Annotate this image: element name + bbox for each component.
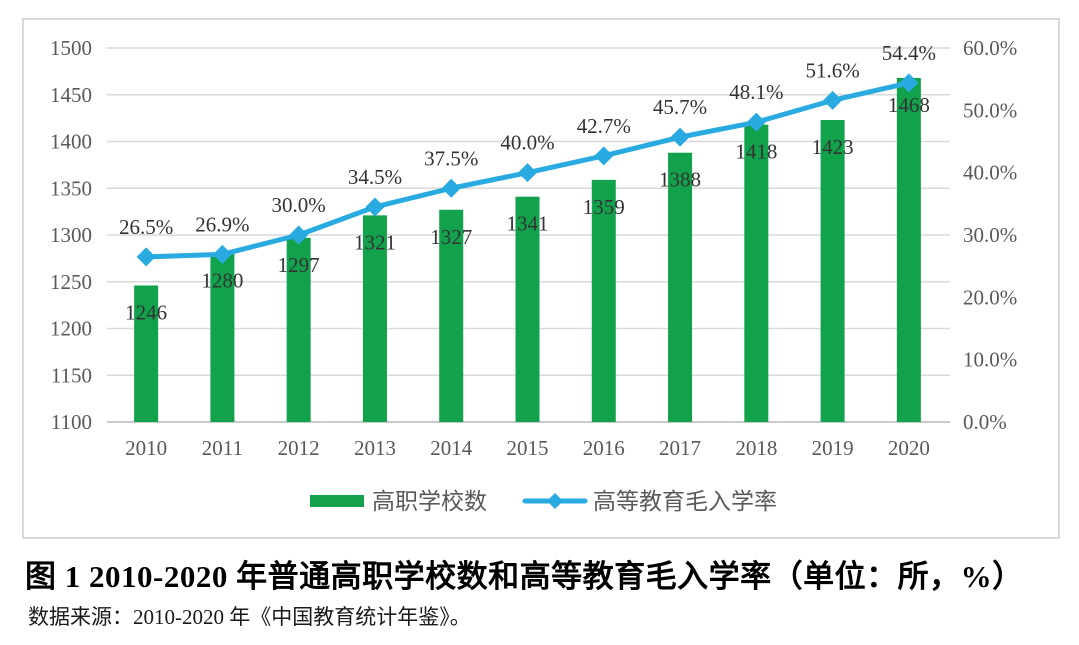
figure-caption-title: 图 1 2010-2020 年普通高职学校数和高等教育毛入学率（单位：所，%）	[25, 559, 1024, 594]
x-axis-category-label: 2013	[354, 436, 396, 460]
legend-line-label: 高等教育毛入学率	[593, 489, 777, 514]
bar-value-label: 1297	[278, 253, 320, 277]
right-axis-tick-label: 60.0%	[963, 36, 1017, 60]
right-axis-tick-label: 10.0%	[963, 348, 1017, 372]
bar-value-label: 1418	[735, 140, 777, 164]
left-axis-tick-label: 1250	[50, 270, 92, 294]
bar-value-label: 1246	[125, 300, 167, 324]
bar-value-label: 1388	[659, 168, 701, 192]
line-value-label: 42.7%	[577, 114, 631, 138]
left-axis-tick-label: 1100	[51, 410, 92, 434]
right-axis-tick-label: 20.0%	[963, 285, 1017, 309]
line-marker	[899, 73, 919, 93]
x-axis-category-label: 2019	[812, 436, 854, 460]
line-value-label: 51.6%	[805, 58, 859, 82]
bar	[744, 124, 769, 423]
bar	[210, 253, 235, 422]
line-marker	[746, 112, 766, 132]
bar-value-label: 1359	[583, 195, 625, 219]
line-marker	[289, 225, 309, 245]
legend-bar-swatch	[310, 495, 364, 507]
chart-frame: 1100 1150 1200 1250 1300 1350 1400 1450 1500 0.0%…	[22, 18, 1060, 539]
right-axis-tick-label: 0.0%	[963, 410, 1007, 434]
x-axis-category-label: 2015	[507, 436, 549, 460]
x-axis-category-label: 2016	[583, 436, 625, 460]
x-axis-category-label: 2020	[888, 436, 930, 460]
line-value-label: 45.7%	[653, 95, 707, 119]
line-marker	[594, 146, 614, 166]
right-axis-tick-label: 40.0%	[963, 161, 1017, 185]
x-axis-category-label: 2017	[659, 436, 701, 460]
legend-bar-label: 高职学校数	[372, 489, 487, 514]
chart-svg: 1100 1150 1200 1250 1300 1350 1400 1450 1500 0.0%…	[22, 18, 1060, 539]
right-axis-tick-label: 30.0%	[963, 223, 1017, 247]
chart-border	[22, 18, 1060, 539]
bar	[134, 285, 159, 422]
line-marker	[670, 127, 690, 147]
line-value-label: 30.0%	[272, 193, 326, 217]
line-marker	[823, 90, 843, 110]
line-marker	[518, 163, 537, 183]
x-axis-category-label: 2011	[202, 436, 243, 460]
bar-value-label: 1341	[507, 212, 549, 236]
bar	[591, 179, 616, 422]
bar-value-label: 1280	[201, 269, 243, 293]
bar	[286, 237, 311, 422]
bar	[515, 196, 540, 422]
bar	[896, 77, 921, 423]
right-axis-tick-label: 50.0%	[963, 98, 1017, 122]
x-axis-category-label: 2010	[125, 436, 167, 460]
bar	[820, 119, 845, 423]
left-axis-tick-label: 1150	[51, 363, 92, 387]
line-value-label: 37.5%	[424, 146, 478, 170]
legend-line-marker-icon	[547, 493, 563, 509]
bar	[439, 209, 464, 422]
x-axis-category-label: 2012	[278, 436, 320, 460]
line-value-label: 54.4%	[882, 41, 936, 65]
line-marker	[212, 244, 232, 264]
left-axis-tick-label: 1350	[50, 176, 92, 200]
bar	[668, 152, 693, 422]
figure-caption-source: 数据来源：2010-2020 年《中国教育统计年鉴》。	[28, 605, 471, 629]
line-value-label: 48.1%	[729, 80, 783, 104]
left-axis-tick-label: 1400	[50, 130, 92, 154]
bar-value-label: 1327	[430, 225, 472, 249]
line-marker	[441, 178, 461, 198]
line-marker	[365, 197, 385, 217]
bar-value-label: 1423	[812, 135, 854, 159]
line-value-label: 40.0%	[500, 131, 554, 155]
bar-value-label: 1321	[354, 230, 396, 254]
bar	[362, 215, 387, 422]
left-axis-tick-label: 1300	[50, 223, 92, 247]
line-marker	[136, 247, 156, 267]
left-axis-tick-label: 1200	[50, 317, 92, 341]
left-axis-tick-label: 1450	[50, 83, 92, 107]
left-axis-tick-label: 1500	[50, 36, 92, 60]
line-value-label: 34.5%	[348, 165, 402, 189]
line-value-label: 26.5%	[119, 215, 173, 239]
x-axis-category-label: 2014	[430, 436, 473, 460]
x-axis-category-label: 2018	[735, 436, 777, 460]
bar-value-label: 1468	[888, 93, 930, 117]
line-value-label: 26.9%	[195, 212, 249, 236]
